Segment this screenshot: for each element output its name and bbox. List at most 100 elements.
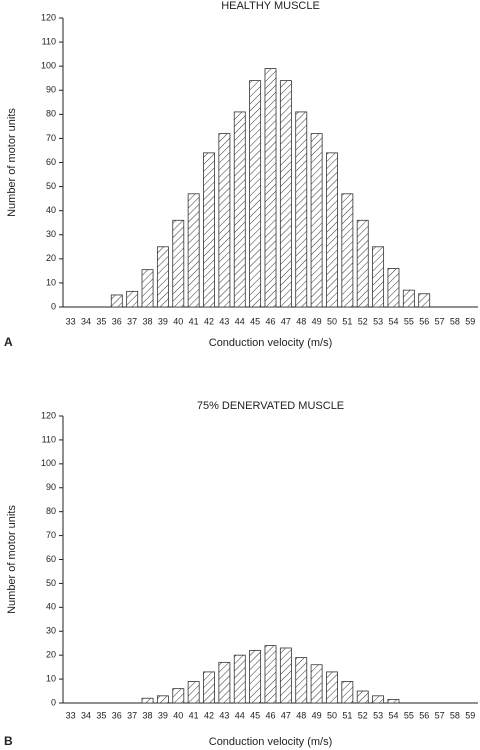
x-tick-label: 55 [404,316,414,326]
bar [249,649,262,704]
x-tick-label: 47 [281,316,291,326]
bar [172,219,185,308]
x-tick-label: 46 [265,316,275,326]
bar [172,688,185,704]
bar [326,671,338,704]
bar [310,664,323,704]
bar [141,269,154,308]
bar [372,695,385,704]
x-tick-label: 56 [419,316,429,326]
bar [218,133,231,308]
y-tick-label: 70 [46,530,56,540]
x-tick-label: 35 [96,316,106,326]
bar [187,681,200,704]
x-tick-label: 41 [189,710,199,720]
x-tick-label: 33 [66,710,76,720]
x-tick-label: 57 [435,316,445,326]
y-tick-label: 80 [46,109,56,119]
bar [156,246,169,308]
bar [356,690,369,704]
x-tick-label: 55 [404,710,414,720]
x-tick-label: 41 [189,316,199,326]
y-tick-label: 40 [46,602,56,612]
x-tick-label: 51 [342,316,352,326]
x-tick-label: 54 [388,710,398,720]
x-axis-label: Conduction velocity (m/s) [209,337,333,349]
panel-label: A [4,335,13,349]
bar [264,645,277,704]
x-tick-label: 40 [173,710,183,720]
x-tick-label: 58 [450,710,460,720]
y-tick-label: 120 [41,410,56,420]
bar [387,268,400,308]
bar [341,681,354,704]
y-tick-label: 60 [46,554,56,564]
bar [295,111,308,308]
y-tick-label: 90 [46,85,56,95]
x-tick-label: 47 [281,710,291,720]
x-tick-label: 59 [465,710,475,720]
x-tick-label: 50 [327,316,337,326]
x-tick-label: 39 [158,316,168,326]
bar [156,695,169,704]
x-tick-label: 53 [373,710,383,720]
x-tick-label: 36 [112,316,122,326]
y-tick-label: 50 [46,578,56,588]
x-tick-label: 52 [358,316,368,326]
bar [187,193,200,308]
x-tick-label: 52 [358,710,368,720]
x-tick-label: 38 [143,710,153,720]
y-tick-label: 90 [46,482,56,492]
x-tick-label: 46 [265,710,275,720]
x-tick-label: 59 [465,316,475,326]
x-tick-label: 40 [173,316,183,326]
bar [341,193,354,308]
y-axis-label: Number of motor units [6,505,18,614]
x-tick-label: 58 [450,316,460,326]
y-tick-label: 20 [46,650,56,660]
y-tick-label: 100 [41,458,56,468]
bar [372,246,385,308]
x-tick-label: 35 [96,710,106,720]
y-tick-label: 110 [42,36,56,46]
x-tick-label: 34 [81,710,91,720]
bar [203,671,215,704]
y-axis-label: Number of motor units [6,108,18,217]
x-tick-label: 45 [250,316,260,326]
bar [310,133,323,308]
x-axis-label: Conduction velocity (m/s) [209,736,333,748]
bar [279,80,292,308]
bar [233,111,246,308]
x-tick-label: 54 [388,316,398,326]
y-tick-label: 30 [46,626,56,636]
y-tick-label: 40 [46,205,56,215]
x-tick-label: 49 [312,710,322,720]
x-tick-label: 51 [342,710,352,720]
chart-title: HEALTHY MUSCLE [221,0,320,12]
x-tick-label: 36 [112,710,122,720]
bar [218,661,231,704]
x-tick-label: 34 [81,316,91,326]
x-tick-label: 56 [419,710,429,720]
y-tick-label: 10 [46,673,56,683]
bar [356,219,369,308]
bar [326,152,338,308]
x-tick-label: 42 [204,710,214,720]
bar [295,657,308,704]
chart-title: 75% DENERVATED MUSCLE [197,400,344,412]
bar [387,699,400,704]
bar [418,293,431,308]
x-tick-label: 37 [127,316,137,326]
bar [203,152,215,308]
x-tick-label: 42 [204,316,214,326]
x-tick-label: 44 [235,710,245,720]
x-tick-label: 33 [66,316,76,326]
x-tick-label: 57 [435,710,445,720]
y-tick-label: 30 [46,229,56,239]
x-tick-label: 50 [327,710,337,720]
bar [126,290,139,308]
y-tick-label: 70 [46,133,56,143]
y-tick-label: 120 [41,12,56,22]
x-tick-label: 53 [373,316,383,326]
bar [249,80,262,308]
